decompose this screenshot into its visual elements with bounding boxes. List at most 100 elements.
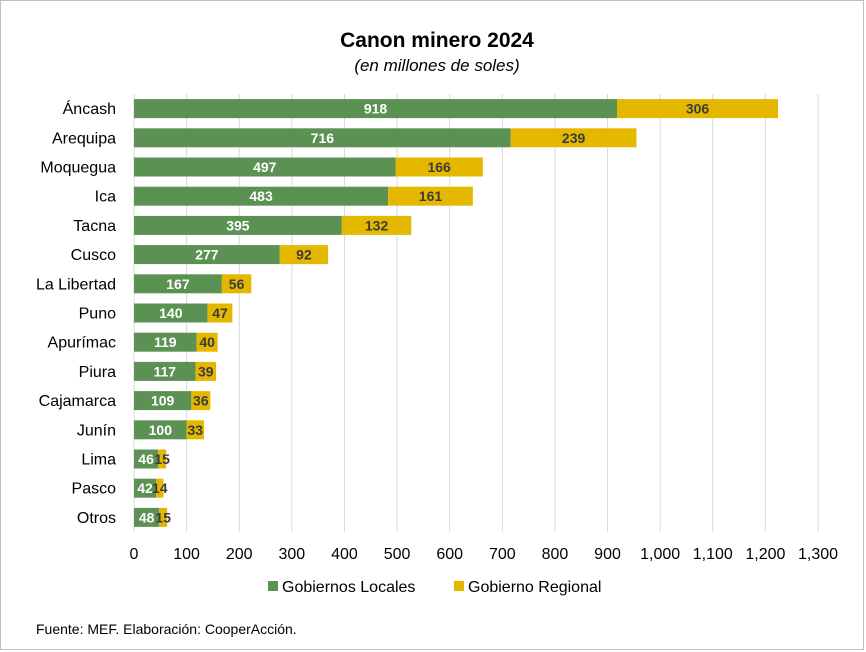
bar-gobierno-regional [279, 245, 329, 265]
category-label: Apurímac [48, 335, 116, 352]
bar-gobierno-regional [617, 99, 779, 119]
bar-gobiernos-locales [134, 303, 208, 323]
x-tick-label: 300 [278, 546, 305, 563]
bar-gobiernos-locales [134, 245, 280, 265]
bar-gobierno-regional [159, 507, 168, 527]
bar-gobiernos-locales [134, 274, 222, 294]
category-label: Otros [77, 510, 116, 527]
data-label: 100 [149, 422, 173, 438]
x-tick-label: 200 [226, 546, 253, 563]
data-label: 161 [419, 188, 443, 204]
bar-gobierno-regional [158, 449, 167, 469]
chart-title: Canon minero 2024 [340, 29, 534, 52]
bar-gobiernos-locales [134, 332, 197, 352]
data-label: 15 [154, 451, 170, 467]
source-note: Fuente: MEF. Elaboración: CooperAcción. [36, 621, 297, 637]
data-label: 40 [199, 334, 215, 350]
category-label: Arequipa [52, 130, 116, 147]
bar-gobiernos-locales [134, 157, 396, 177]
data-label: 277 [195, 247, 219, 263]
data-label: 42 [137, 480, 153, 496]
data-label: 716 [311, 130, 335, 146]
x-tick-label: 700 [489, 546, 516, 563]
bars: 918 306 716 239 497 166 483 161 395 132 277 92 167 56… [134, 99, 779, 527]
data-label: 918 [364, 101, 388, 117]
category-label: La Libertad [36, 276, 116, 293]
data-label: 395 [226, 217, 250, 233]
bar-gobierno-regional [207, 303, 233, 323]
data-label: 117 [153, 363, 176, 379]
legend-swatch [268, 581, 278, 591]
data-label: 33 [188, 422, 204, 438]
data-label: 46 [138, 451, 154, 467]
data-label: 109 [151, 393, 175, 409]
bar-gobiernos-locales [134, 361, 196, 381]
data-label: 36 [193, 393, 209, 409]
bar-gobiernos-locales [134, 449, 159, 469]
bar-gobiernos-locales [134, 186, 389, 206]
legend-label: Gobierno Regional [468, 579, 601, 596]
data-label: 497 [253, 159, 277, 175]
x-tick-labels: 0 100 200 300 400 500 600 700 800 900 1,000 1,100 1,… [130, 546, 839, 563]
category-label: Tacna [73, 218, 116, 235]
category-label: Áncash [63, 99, 116, 118]
x-tick-label: 800 [542, 546, 569, 563]
bar-gobiernos-locales [134, 99, 618, 119]
data-label: 92 [296, 247, 312, 263]
data-label: 132 [365, 217, 389, 233]
category-label: Piura [79, 364, 116, 381]
bar-gobierno-regional [196, 332, 218, 352]
bar-gobiernos-locales [134, 391, 192, 411]
data-label: 483 [249, 188, 273, 204]
data-label: 39 [198, 363, 214, 379]
bar-gobierno-regional [388, 186, 473, 206]
data-label: 140 [159, 305, 183, 321]
bar-gobierno-regional [156, 478, 164, 498]
legend-label: Gobiernos Locales [282, 579, 415, 596]
x-tick-label: 0 [130, 546, 139, 563]
data-label: 166 [427, 159, 451, 175]
category-label: Pasco [72, 481, 117, 498]
bar-gobierno-regional [341, 215, 412, 235]
bar-gobiernos-locales [134, 478, 157, 498]
category-labels: Áncash Arequipa Moquegua Ica Tacna Cusco La Li… [36, 99, 116, 527]
legend: Gobiernos Locales Gobierno Regional [268, 579, 601, 596]
x-tick-label: 400 [331, 546, 358, 563]
data-label: 15 [155, 509, 171, 525]
data-label: 48 [139, 509, 155, 525]
category-label: Puno [79, 306, 116, 323]
bar-gobierno-regional [510, 128, 637, 148]
data-label: 14 [152, 480, 168, 496]
category-label: Ica [95, 189, 116, 206]
x-tick-label: 1,100 [693, 546, 733, 563]
bar-gobierno-regional [186, 420, 204, 440]
category-label: Cusco [71, 247, 116, 264]
data-label: 56 [229, 276, 245, 292]
x-tick-label: 900 [594, 546, 621, 563]
x-tick-label: 500 [384, 546, 411, 563]
bar-gobierno-regional [195, 361, 217, 381]
data-label: 306 [686, 101, 710, 117]
category-label: Junín [77, 422, 116, 439]
x-tick-label: 1,300 [798, 546, 838, 563]
bar-gobierno-regional [191, 391, 211, 411]
x-tick-label: 100 [173, 546, 200, 563]
category-label: Lima [81, 452, 116, 469]
category-label: Moquegua [40, 160, 116, 177]
data-label: 119 [154, 334, 177, 350]
x-tick-label: 600 [436, 546, 463, 563]
chart-subtitle: (en millones de soles) [354, 56, 519, 75]
legend-swatch [454, 581, 464, 591]
category-label: Cajamarca [39, 393, 116, 410]
data-label: 47 [212, 305, 228, 321]
x-tick-label: 1,200 [745, 546, 785, 563]
data-label: 239 [562, 130, 586, 146]
bar-gobiernos-locales [134, 420, 187, 440]
data-label: 167 [166, 276, 190, 292]
bar-gobiernos-locales [134, 128, 511, 148]
bar-gobiernos-locales [134, 215, 342, 235]
x-tick-label: 1,000 [640, 546, 680, 563]
bar-gobierno-regional [221, 274, 252, 294]
